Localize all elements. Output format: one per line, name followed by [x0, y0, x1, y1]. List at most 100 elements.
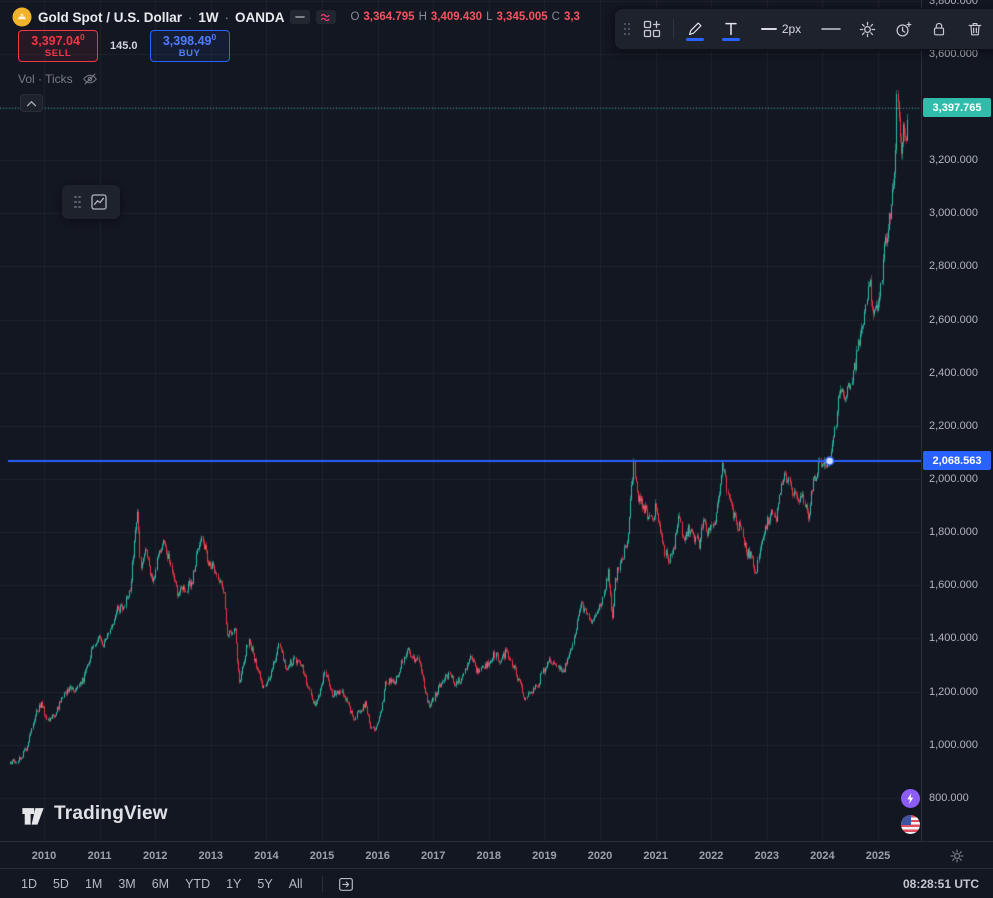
year-tick-label: 2010 — [31, 849, 57, 862]
us-flag-badge[interactable] — [901, 815, 920, 834]
text-color-icon[interactable] — [716, 14, 746, 44]
year-tick-label: 2016 — [365, 849, 390, 862]
price-tick-label: 1,400.000 — [929, 632, 978, 645]
year-tick-label: 2021 — [643, 849, 668, 862]
low-label: L — [486, 11, 493, 23]
year-tick-label: 2011 — [87, 849, 112, 862]
events-lightning-badge[interactable] — [901, 789, 920, 808]
drag-handle-icon[interactable] — [74, 195, 82, 210]
price-tick-label: 3,800.000 — [929, 0, 978, 7]
tradingview-watermark[interactable]: TradingView — [20, 801, 168, 827]
range-5y-button[interactable]: 5Y — [250, 874, 279, 894]
year-tick-label: 2019 — [532, 849, 557, 862]
year-tick-label: 2024 — [810, 849, 835, 862]
buy-label: BUY — [178, 47, 201, 59]
tradingview-logo-icon — [22, 808, 44, 825]
time-axis[interactable]: 2010 2011 2012 2013 2014 2015 2016 2017 2018 2019… — [0, 841, 921, 869]
open-value: 3,364.795 — [363, 11, 415, 23]
axis-settings-corner[interactable] — [921, 841, 993, 869]
buy-price: 3,398.49 — [162, 33, 212, 48]
utc-clock[interactable]: 08:28:51 UTC — [902, 876, 979, 891]
drawing-toolbar: 2px — [614, 8, 993, 50]
year-tick-label: 2023 — [754, 849, 780, 862]
data-mode-waves-icon — [316, 10, 337, 24]
spread-value: 145.0 — [110, 40, 138, 52]
gear-icon — [950, 848, 964, 863]
range-1m-button[interactable]: 1M — [78, 874, 109, 894]
price-tick-label: 3,600.000 — [929, 47, 978, 60]
settings-icon[interactable] — [852, 14, 882, 44]
line-width-select[interactable]: 2px — [752, 14, 810, 44]
price-axis[interactable]: 3,397.765 2,068.563 3,800.000 3,600.000 3,… — [921, 0, 993, 841]
year-tick-label: 2014 — [254, 849, 279, 862]
delete-icon[interactable] — [960, 14, 990, 44]
price-tick-label: 2,000.000 — [929, 473, 978, 486]
ohlc-values: O 3,364.795 H 3,409.430 L 3,345.005 C 3,3 — [350, 11, 580, 23]
go-to-date-button[interactable] — [335, 873, 357, 895]
high-label: H — [418, 11, 427, 23]
exchange-label[interactable]: OANDA — [234, 9, 285, 25]
lightning-icon — [907, 793, 914, 804]
range-buttons: 1D 5D 1M 3M 6M YTD 1Y 5Y All — [14, 874, 310, 894]
go-to-date-icon — [338, 877, 353, 891]
toolbar-drag-handle-icon[interactable] — [623, 22, 631, 37]
year-tick-label: 2017 — [420, 849, 446, 862]
divider — [673, 19, 674, 39]
chart-canvas[interactable] — [0, 0, 921, 841]
template-grid-icon[interactable] — [637, 14, 667, 44]
volume-study-label: Vol · Ticks — [18, 72, 73, 86]
legend-collapse-button[interactable] — [20, 94, 43, 112]
year-tick-label: 2018 — [476, 849, 502, 862]
close-label: C — [551, 11, 560, 23]
chart-box-icon[interactable] — [89, 192, 109, 212]
open-label: O — [350, 11, 360, 23]
price-tick-label: 1,800.000 — [929, 526, 978, 539]
range-5d-button[interactable]: 5D — [46, 874, 76, 894]
price-tick-label: 1,000.000 — [929, 738, 978, 751]
symbol-title[interactable]: Gold Spot / U.S. Dollar — [38, 9, 183, 25]
price-tick-label: 2,200.000 — [929, 419, 978, 432]
price-tick-label: 800.000 — [929, 791, 969, 804]
chart-pane[interactable]: Gold Spot / U.S. Dollar · 1W · OANDA O 3,… — [0, 0, 921, 841]
line-style-icon — [821, 28, 841, 30]
price-tick-label: 2,600.000 — [929, 313, 978, 326]
line-style-select[interactable] — [816, 14, 846, 44]
color-swatch — [686, 38, 704, 41]
last-price-label[interactable]: 3,397.765 — [923, 98, 991, 118]
year-tick-label: 2012 — [142, 849, 168, 862]
bottom-toolbar: 1D 5D 1M 3M 6M YTD 1Y 5Y All 08:28:51 UTC — [0, 868, 993, 898]
hline-price-label[interactable]: 2,068.563 — [923, 451, 991, 471]
range-3m-button[interactable]: 3M — [111, 874, 142, 894]
close-value: 3,3 — [563, 11, 580, 23]
buy-button[interactable]: 3,398.490 BUY — [149, 30, 230, 62]
trade-buttons-row: 3,397.040 SELL 145.0 3,398.490 BUY — [18, 30, 230, 62]
divider — [321, 875, 323, 892]
eye-off-icon[interactable] — [82, 72, 98, 86]
year-tick-label: 2022 — [698, 849, 724, 862]
price-tick-label: 2,400.000 — [929, 366, 978, 379]
symbol-legend[interactable]: Gold Spot / U.S. Dollar · 1W · OANDA O 3,… — [12, 7, 580, 27]
range-6m-button[interactable]: 6M — [145, 874, 176, 894]
sell-price: 3,397.04 — [31, 33, 80, 48]
line-width-value: 2px — [781, 22, 802, 36]
high-value: 3,409.430 — [430, 11, 483, 23]
tradingview-brand-text: TradingView — [54, 803, 168, 824]
year-tick-label: 2013 — [198, 849, 224, 862]
buy-price-sup: 0 — [211, 31, 217, 42]
range-1y-button[interactable]: 1Y — [219, 874, 248, 894]
line-color-pencil-icon[interactable] — [680, 14, 710, 44]
floating-mini-toolbar[interactable] — [62, 185, 120, 219]
sell-button[interactable]: 3,397.040 SELL — [18, 30, 98, 62]
year-tick-label: 2020 — [587, 849, 613, 862]
range-1d-button[interactable]: 1D — [14, 874, 44, 894]
volume-study-row[interactable]: Vol · Ticks — [18, 72, 98, 86]
separator-dot: · — [224, 9, 229, 25]
alert-clock-icon[interactable] — [888, 14, 918, 44]
range-ytd-button[interactable]: YTD — [178, 874, 217, 894]
lock-icon[interactable] — [924, 14, 954, 44]
interval-label[interactable]: 1W — [198, 9, 219, 25]
year-tick-label: 2015 — [309, 849, 335, 862]
range-all-button[interactable]: All — [282, 874, 310, 894]
color-swatch — [722, 38, 740, 41]
